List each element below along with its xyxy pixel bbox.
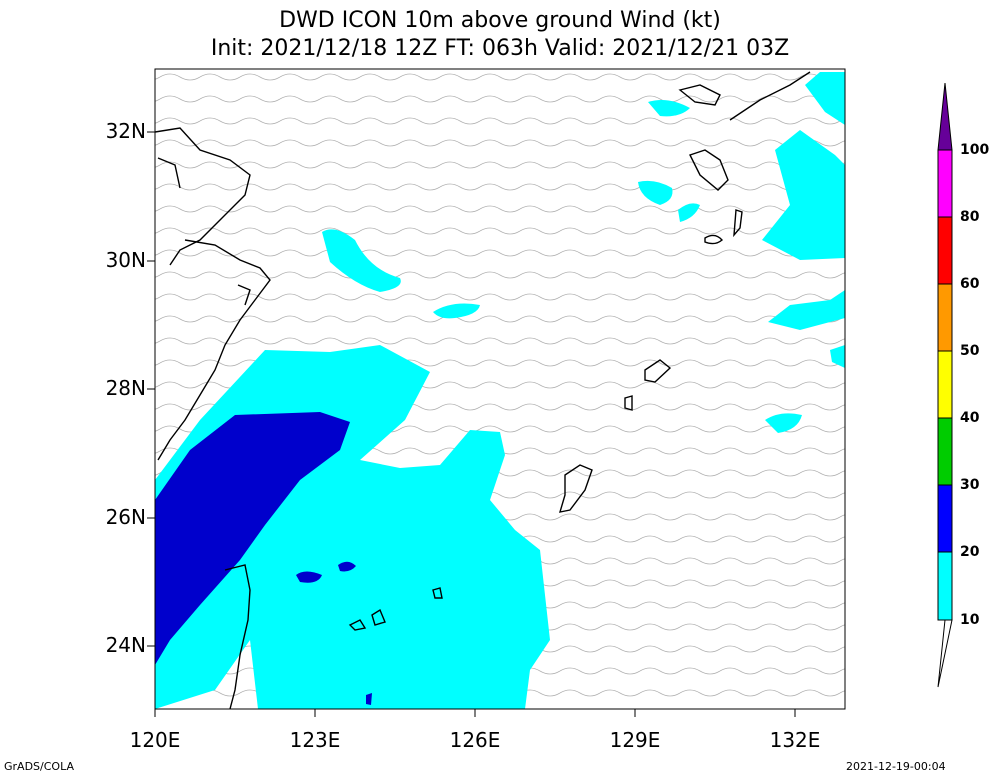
x-tick-label: 123E	[289, 728, 341, 752]
x-tick-label: 132E	[769, 728, 821, 752]
y-tick-label: 32N	[105, 119, 146, 143]
wind-20-30kt-regions	[155, 412, 372, 705]
colorbar-seg-50-60	[937, 283, 953, 352]
map-subtitle: Init: 2021/12/18 12Z FT: 063h Valid: 202…	[210, 36, 790, 61]
colorbar-label: 40	[960, 410, 980, 426]
colorbar-label: 50	[960, 343, 980, 359]
colorbar-seg-60-80	[937, 216, 953, 285]
colorbar-label: 100	[960, 142, 990, 158]
colorbar-label: 60	[960, 276, 980, 292]
colorbar	[937, 82, 953, 688]
colorbar-label: 30	[960, 477, 980, 493]
map-title: DWD ICON 10m above ground Wind (kt)	[279, 8, 721, 33]
colorbar-seg-40-50	[937, 350, 953, 419]
colorbar-label: 20	[960, 544, 980, 560]
colorbar-seg-gt100	[937, 82, 953, 151]
footer-timestamp: 2021-12-19-00:04	[846, 760, 946, 773]
colorbar-seg-30-40	[937, 417, 953, 486]
x-tick-label: 120E	[129, 728, 181, 752]
x-tick-label: 129E	[609, 728, 661, 752]
y-tick-label: 30N	[105, 248, 146, 272]
y-tick-label: 26N	[105, 505, 146, 529]
colorbar-seg-lt10	[937, 619, 953, 688]
colorbar-seg-80-100	[937, 149, 953, 218]
colorbar-seg-20-30	[937, 484, 953, 553]
x-tick-label: 126E	[449, 728, 501, 752]
axis-ticks	[147, 131, 796, 717]
coastlines	[155, 71, 811, 709]
y-tick-label: 24N	[105, 633, 146, 657]
colorbar-label: 80	[960, 209, 980, 225]
colorbar-label: 10	[960, 612, 980, 628]
y-tick-label: 28N	[105, 376, 146, 400]
footer-credit: GrADS/COLA	[4, 760, 74, 773]
colorbar-seg-10-20	[937, 551, 953, 621]
